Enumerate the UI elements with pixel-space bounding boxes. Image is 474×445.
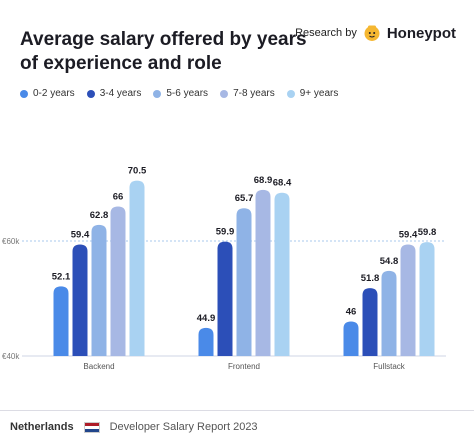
bar xyxy=(236,208,252,356)
x-tick-label: Fullstack xyxy=(373,362,406,371)
brand-name: Honeypot xyxy=(386,24,456,42)
chart-legend: 0-2 years 3-4 years 5-6 years 7-8 years 9+ y… xyxy=(20,88,338,99)
bar xyxy=(255,189,271,356)
bar xyxy=(400,244,416,356)
bar xyxy=(72,244,88,356)
legend-swatch xyxy=(86,89,95,98)
legend-item: 3-4 years xyxy=(86,88,142,99)
bar xyxy=(91,224,107,356)
chart-title: Average salary offered by years of exper… xyxy=(20,29,307,74)
honeypot-logo-icon xyxy=(364,25,380,41)
research-label: Research by xyxy=(295,27,357,39)
bar xyxy=(274,192,290,356)
bar xyxy=(217,241,233,356)
data-label: 70.5 xyxy=(128,166,147,177)
bar xyxy=(419,242,435,356)
legend-item: 7-8 years xyxy=(220,88,275,99)
data-label: 59.9 xyxy=(216,227,235,238)
data-label: 59.4 xyxy=(71,229,90,240)
data-label: 46 xyxy=(346,307,357,318)
data-label: 66 xyxy=(113,192,124,203)
legend-item: 5-6 years xyxy=(153,88,208,99)
y-tick-label: €40k xyxy=(2,352,20,361)
y-tick-label: €60k xyxy=(2,237,20,246)
bar-chart: €40k€60k52.159.462.86670.5Backend44.959.… xyxy=(2,166,446,371)
legend-label: 7-8 years xyxy=(233,88,275,99)
legend-item: 0-2 years xyxy=(20,88,75,99)
legend-swatch xyxy=(286,89,295,98)
legend-label: 5-6 years xyxy=(166,88,209,99)
legend-label: 0-2 years xyxy=(33,88,75,99)
x-tick-label: Frontend xyxy=(228,362,260,371)
data-label: 59.8 xyxy=(418,227,437,238)
x-tick-label: Backend xyxy=(83,362,114,371)
data-label: 62.8 xyxy=(90,210,109,221)
data-label: 68.9 xyxy=(254,175,273,186)
footer-report: Developer Salary Report 2023 xyxy=(109,421,258,433)
legend-label: 3-4 years xyxy=(99,88,142,99)
data-label: 44.9 xyxy=(197,313,216,324)
bar xyxy=(343,321,359,356)
data-label: 54.8 xyxy=(380,256,399,267)
legend-label: 9+ years xyxy=(299,88,339,99)
legend-swatch xyxy=(220,89,229,98)
data-label: 51.8 xyxy=(361,273,380,284)
legend-swatch xyxy=(20,89,28,98)
data-label: 52.1 xyxy=(52,271,71,282)
legend-swatch xyxy=(153,89,162,98)
brand: Research by Honeypot xyxy=(295,24,456,42)
data-label: 65.7 xyxy=(235,193,254,204)
bar xyxy=(129,180,145,356)
data-label: 59.4 xyxy=(399,229,418,240)
netherlands-flag-icon xyxy=(83,421,100,433)
footer: Netherlands Developer Salary Report 2023 xyxy=(10,421,258,433)
bar xyxy=(381,270,397,356)
bar xyxy=(362,288,378,356)
bar xyxy=(110,206,126,356)
footer-country: Netherlands xyxy=(10,421,74,433)
footer-divider xyxy=(0,410,474,411)
bar xyxy=(53,286,69,356)
bar xyxy=(198,327,214,356)
legend-item: 9+ years xyxy=(286,88,339,99)
data-label: 68.4 xyxy=(273,178,292,189)
